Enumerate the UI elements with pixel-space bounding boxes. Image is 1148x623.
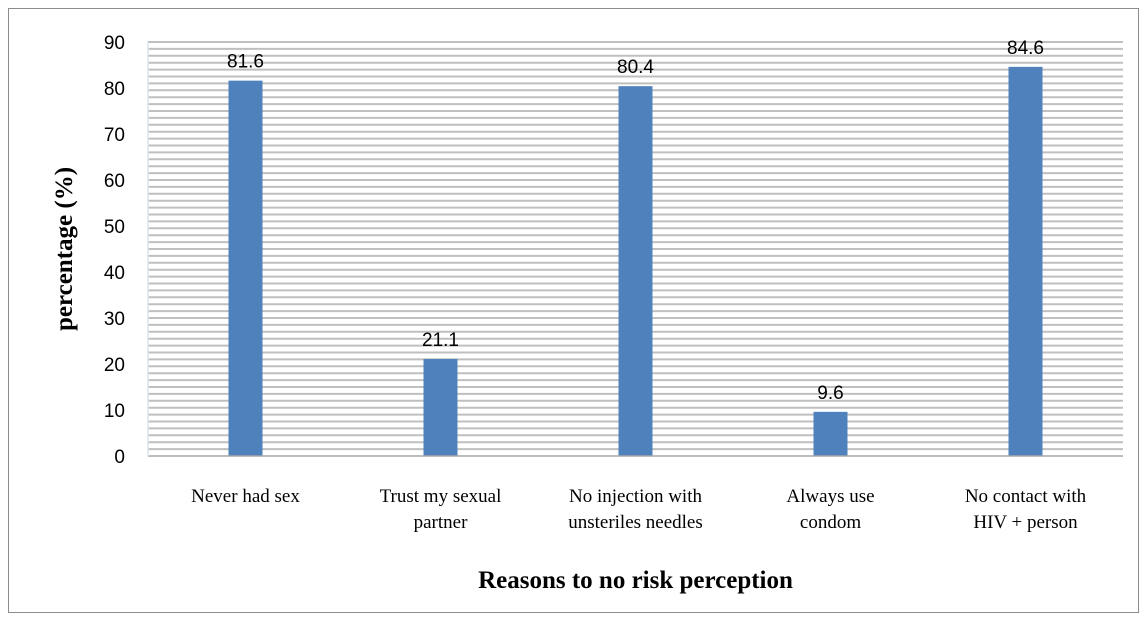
data-label: 84.6 (1007, 38, 1044, 59)
y-tick-label: 40 (104, 263, 125, 284)
y-tick-label: 10 (104, 401, 125, 422)
y-tick-label: 20 (104, 355, 125, 376)
y-tick-label: 30 (104, 309, 125, 330)
category-label: HIV + person (973, 512, 1078, 533)
category-label: No contact with (965, 486, 1087, 507)
bar (228, 80, 263, 456)
category-label: No injection with (569, 486, 702, 507)
x-axis-title: Reasons to no risk perception (478, 567, 793, 594)
bar (618, 86, 653, 456)
y-tick-labels: 0 10 20 30 40 50 60 70 80 90 (104, 33, 125, 468)
bar (813, 411, 848, 456)
y-tick-label: 0 (114, 447, 125, 468)
y-axis-title: percentage (%) (51, 167, 78, 331)
y-tick-label: 50 (104, 217, 125, 238)
bar (423, 358, 458, 456)
category-label: Always use (786, 486, 874, 507)
data-label: 80.4 (617, 57, 654, 78)
y-tick-label: 90 (104, 33, 125, 54)
category-label: condom (800, 512, 861, 533)
data-label: 9.6 (817, 383, 843, 404)
category-label: Trust my sexual (380, 486, 502, 507)
data-labels: 81.6 21.1 80.4 9.6 84.6 (227, 38, 1044, 404)
category-label: unsteriles needles (568, 512, 703, 533)
data-label: 21.1 (422, 330, 459, 351)
data-label: 81.6 (227, 52, 264, 73)
category-labels: Never had sex Trust my sexual partner No in… (191, 486, 1087, 533)
category-label: Never had sex (191, 486, 300, 507)
category-label: partner (414, 512, 468, 533)
bar (1008, 66, 1043, 456)
y-tick-label: 60 (104, 171, 125, 192)
y-tick-label: 70 (104, 125, 125, 146)
bars (228, 66, 1043, 456)
y-tick-label: 80 (104, 79, 125, 100)
